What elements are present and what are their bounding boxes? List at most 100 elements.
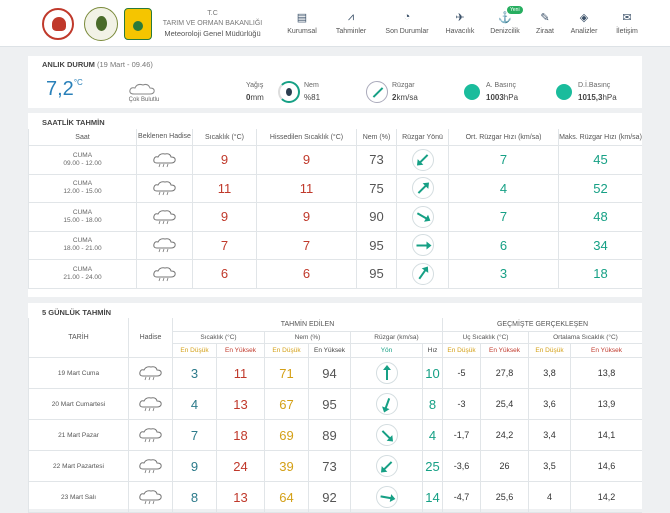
daily-hum-high: 92 bbox=[308, 482, 350, 513]
pressure-unit: hPa bbox=[503, 93, 519, 102]
nav-4[interactable]: ⚓ Denizcilik Yeni bbox=[485, 0, 525, 47]
time-range: 12.00 - 15.00 bbox=[63, 188, 102, 196]
day-label: CUMA bbox=[72, 265, 93, 273]
cloud-icon bbox=[128, 82, 158, 95]
hourly-row-time: CUMA 18.00 - 21.00 bbox=[28, 231, 136, 260]
daily-wind-speed: 8 bbox=[422, 389, 442, 420]
meteoroloji-logo[interactable] bbox=[124, 8, 152, 40]
pressure-label: A. Basınç bbox=[486, 82, 516, 89]
daily-group-history: GEÇMİŞTE GERÇEKLEŞEN bbox=[442, 318, 642, 332]
time-block: CUMA 09.00 - 12.00 bbox=[63, 152, 101, 168]
hourly-feels: 9 bbox=[256, 146, 356, 175]
daily-ext-low: -3,6 bbox=[442, 451, 480, 482]
daily-temp-low: 3 bbox=[172, 358, 216, 389]
daily-sub-low: En Düşük bbox=[264, 344, 308, 358]
daily-sub-speed: Hız bbox=[422, 344, 442, 358]
rain-cloud-icon bbox=[152, 152, 178, 168]
hourly-header-3: Hissedilen Sıcaklık (°C) bbox=[256, 129, 356, 146]
daily-sub-high: En Yüksek bbox=[308, 344, 350, 358]
wind-direction-icon bbox=[411, 234, 434, 257]
current-time: (19 Mart - 09.46) bbox=[97, 60, 153, 69]
nav-label: Son Durumlar bbox=[385, 28, 429, 35]
wind-direction-icon bbox=[411, 262, 434, 285]
rain-cloud-icon bbox=[138, 365, 164, 381]
nav-1[interactable]: ⩘ Tahminler bbox=[328, 0, 374, 47]
drop-icon bbox=[286, 88, 292, 96]
new-badge: Yeni bbox=[507, 6, 523, 14]
nav-7[interactable]: ✉ İletişim bbox=[610, 0, 644, 47]
daily-date: 22 Mart Pazartesi bbox=[28, 451, 128, 482]
daily-subgroup-h_wind: Rüzgar (km/sa) bbox=[350, 332, 442, 344]
daily-title: 5 GÜNLÜK TAHMİN bbox=[42, 308, 112, 317]
hourly-row-time: CUMA 09.00 - 12.00 bbox=[28, 146, 136, 175]
hourly-avg-wind: 7 bbox=[448, 203, 558, 232]
hourly-header-5: Rüzgar Yönü bbox=[396, 129, 448, 146]
day-label: CUMA bbox=[72, 180, 93, 188]
ministry-logo[interactable] bbox=[42, 8, 74, 40]
wind-direction-icon bbox=[366, 81, 388, 103]
hourly-row-hadise bbox=[136, 146, 192, 175]
hourly-temp: 9 bbox=[192, 203, 256, 232]
hourly-humidity: 95 bbox=[356, 231, 396, 260]
daily-ext-low: -5 bbox=[442, 358, 480, 389]
current-temp: 7,2°C bbox=[46, 78, 83, 101]
daily-wind-dir bbox=[350, 420, 422, 451]
sea-pressure-number: 1015,3 bbox=[578, 93, 603, 102]
daily-ext-low: -1,7 bbox=[442, 420, 480, 451]
daily-avg-low: 3,6 bbox=[528, 389, 570, 420]
hourly-humidity: 75 bbox=[356, 174, 396, 203]
daily-wind-speed: 14 bbox=[422, 482, 442, 513]
hourly-humidity: 73 bbox=[356, 146, 396, 175]
daily-avg-high: 14,1 bbox=[570, 420, 642, 451]
rain-cloud-icon bbox=[138, 427, 164, 443]
daily-hadise bbox=[128, 482, 172, 513]
arrow-head bbox=[379, 405, 390, 414]
daily-wind-dir bbox=[350, 358, 422, 389]
book-icon: ▤ bbox=[296, 12, 308, 24]
daily-sub-high: En Yüksek bbox=[570, 344, 642, 358]
pressure-icon bbox=[464, 84, 480, 100]
daily-hadise bbox=[128, 389, 172, 420]
daily-sub-high: En Yüksek bbox=[480, 344, 528, 358]
gauge-icon: ◔ bbox=[403, 11, 411, 23]
nav-5[interactable]: ✎ Ziraat bbox=[530, 0, 560, 47]
nav-6[interactable]: ◈ Analizler bbox=[566, 0, 602, 47]
daily-group-forecast: TAHMİN EDİLEN bbox=[172, 318, 442, 332]
rain-cloud-icon bbox=[138, 489, 164, 505]
daily-ext-low: -3 bbox=[442, 389, 480, 420]
temp-unit: °C bbox=[73, 78, 83, 87]
daily-avg-high: 13,8 bbox=[570, 358, 642, 389]
daily-forecast-table: 5 GÜNLÜK TAHMİN TARİH Hadise TAHMİN EDİLEN… bbox=[28, 303, 642, 513]
hourly-wind-dir bbox=[396, 146, 448, 175]
nav-2[interactable]: ◔ Son Durumlar bbox=[380, 0, 434, 47]
time-block: CUMA 15.00 - 18.00 bbox=[63, 209, 101, 225]
nav-label: Ziraat bbox=[536, 28, 554, 35]
nav-0[interactable]: ▤ Kurumsal bbox=[282, 0, 322, 47]
rain-label: Yağış bbox=[246, 82, 264, 89]
wind-arrow-icon bbox=[416, 212, 432, 225]
hourly-row-hadise bbox=[136, 174, 192, 203]
nav-3[interactable]: ✈ Havacılık bbox=[440, 0, 480, 47]
daily-temp-low: 7 bbox=[172, 420, 216, 451]
time-block: CUMA 21.00 - 24.00 bbox=[63, 266, 101, 282]
hourly-temp: 6 bbox=[192, 260, 256, 289]
daily-wind-speed: 4 bbox=[422, 420, 442, 451]
org-title[interactable]: T.C TARIM VE ORMAN BAKANLIĞI Meteoroloji… bbox=[160, 9, 265, 39]
top-bar: T.C TARIM VE ORMAN BAKANLIĞI Meteoroloji… bbox=[0, 0, 670, 47]
wind-arrow-icon bbox=[379, 397, 390, 414]
rain-cloud-icon bbox=[138, 396, 164, 412]
daily-sub-high: En Yüksek bbox=[216, 344, 264, 358]
forestry-logo[interactable] bbox=[84, 7, 118, 41]
hourly-feels: 6 bbox=[256, 260, 356, 289]
hourly-avg-wind: 4 bbox=[448, 174, 558, 203]
hourly-avg-wind: 3 bbox=[448, 260, 558, 289]
hourly-max-wind: 52 bbox=[558, 174, 642, 203]
wind-label: Rüzgar bbox=[392, 82, 415, 89]
hourly-forecast-table: SAATLİK TAHMİN Saat Beklenen Hadise Sıcakl… bbox=[28, 113, 642, 297]
time-range: 15.00 - 18.00 bbox=[63, 216, 102, 224]
current-conditions-card: ANLIK DURUM (19 Mart - 09.46) 7,2°C Çok … bbox=[28, 56, 642, 108]
humidity-gauge-icon bbox=[278, 81, 300, 103]
nav-label: Kurumsal bbox=[287, 28, 317, 35]
wind-value: 2km/sa bbox=[392, 93, 418, 102]
daily-hadise bbox=[128, 451, 172, 482]
